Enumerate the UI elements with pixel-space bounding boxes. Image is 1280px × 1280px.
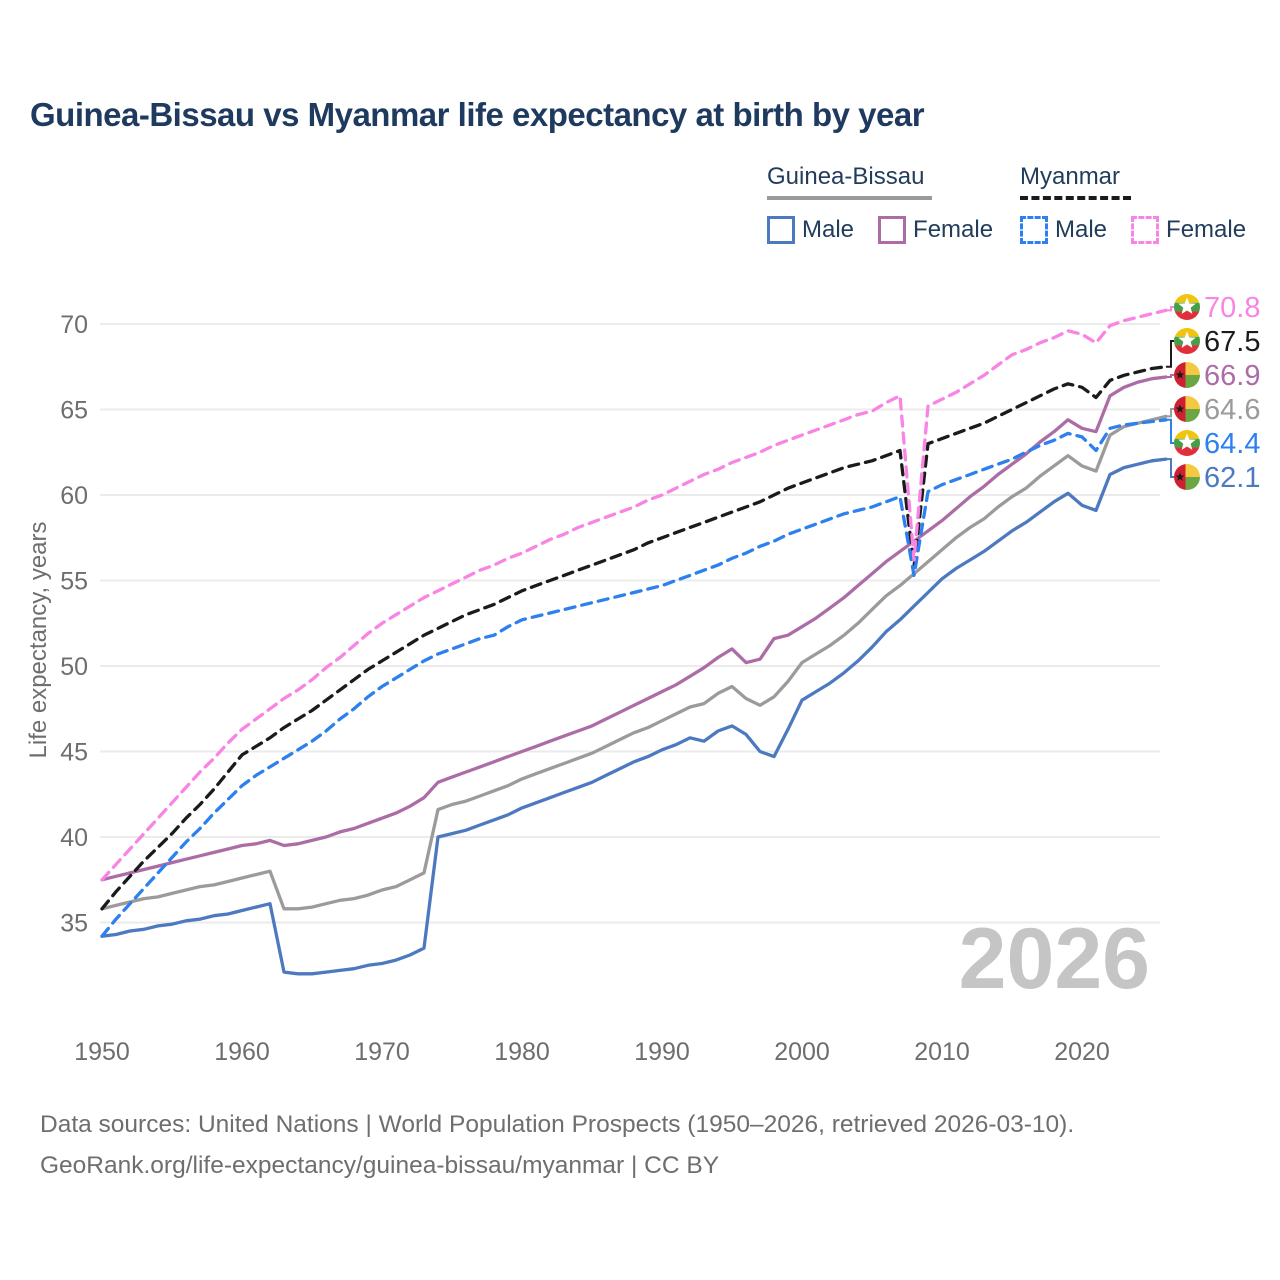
chart-title: Guinea-Bissau vs Myanmar life expectancy…: [30, 96, 925, 133]
leader-line-gb_male: [1166, 458, 1174, 478]
guinea-bissau-flag-icon: [1174, 396, 1200, 422]
leader-line-gb_female: [1166, 374, 1174, 379]
leader-line-mm_female: [1166, 306, 1174, 312]
gb-male-swatch-icon: [767, 216, 795, 244]
myanmar-line-swatch: [1020, 196, 1131, 204]
footer-attribution-link[interactable]: GeoRank.org/life-expectancy/guinea-bissa…: [40, 1152, 720, 1179]
x-tick-label-1980: 1980: [494, 1038, 550, 1066]
legend-items-myanmar: Male Female: [1020, 216, 1246, 244]
series-line-mm_male[interactable]: [100, 418, 1168, 938]
end-value-label-gb_male: 62.1: [1204, 462, 1260, 494]
end-value-label-gb_female: 66.9: [1204, 360, 1260, 392]
myanmar-star: [1178, 433, 1196, 450]
guinea-bissau-star: [1175, 404, 1185, 413]
y-tick-label-50: 50: [60, 653, 88, 681]
end-value-label-gb_all: 64.6: [1204, 394, 1260, 426]
y-tick-label-65: 65: [60, 397, 88, 425]
leader-line-mm_male: [1166, 418, 1174, 444]
footer-data-sources: Data sources: United Nations | World Pop…: [40, 1111, 1075, 1138]
legend-items-guinea-bissau: Male Female: [767, 216, 993, 244]
legend-label-mm-male: Male: [1055, 216, 1108, 243]
x-tick-label-2000: 2000: [774, 1038, 830, 1066]
legend-label-gb-male: Male: [802, 216, 855, 243]
legend-item-gb-male[interactable]: Male: [767, 216, 854, 244]
legend-group-myanmar: Myanmar: [1020, 163, 1131, 204]
x-tick-label-1970: 1970: [354, 1038, 410, 1066]
legend-label-gb-female: Female: [913, 216, 994, 243]
y-tick-label-40: 40: [60, 824, 88, 852]
mm-male-swatch-icon: [1020, 216, 1048, 244]
series-line-mm_all[interactable]: [100, 365, 1168, 911]
end-value-label-mm_female: 70.8: [1204, 292, 1260, 324]
leader-line-mm_all: [1166, 340, 1174, 368]
legend-group-title-myanmar[interactable]: Myanmar: [1020, 163, 1121, 190]
legend-group-guinea-bissau: Guinea-Bissau: [767, 163, 932, 200]
legend-item-mm-male[interactable]: Male: [1020, 216, 1107, 244]
legend-item-mm-female[interactable]: Female: [1131, 216, 1246, 244]
guinea-bissau-star: [1175, 472, 1185, 481]
guinea-bissau-flag-icon: [1174, 362, 1200, 388]
legend-label-mm-female: Female: [1166, 216, 1247, 243]
myanmar-flag-icon: [1174, 294, 1200, 320]
end-value-label-mm_all: 67.5: [1204, 326, 1260, 358]
x-tick-label-1950: 1950: [74, 1038, 130, 1066]
y-tick-label-60: 60: [60, 482, 88, 510]
myanmar-flag-icon: [1174, 430, 1200, 456]
series-line-gb_all[interactable]: [100, 414, 1168, 911]
guinea-bissau-flag-icon: [1174, 464, 1200, 490]
x-tick-label-2010: 2010: [914, 1038, 970, 1066]
myanmar-star: [1178, 331, 1196, 348]
myanmar-star: [1178, 297, 1196, 314]
series-line-mm_female[interactable]: [100, 308, 1168, 882]
y-tick-label-55: 55: [60, 568, 88, 596]
y-tick-label-35: 35: [60, 910, 88, 938]
y-tick-label-70: 70: [60, 311, 88, 339]
guinea-bissau-line-swatch: [767, 196, 932, 200]
series-line-gb_female[interactable]: [100, 375, 1168, 882]
end-value-label-mm_male: 64.4: [1204, 428, 1260, 460]
guinea-bissau-star: [1175, 370, 1185, 379]
legend-group-title-guinea-bissau[interactable]: Guinea-Bissau: [767, 163, 925, 190]
y-axis-title: Life expectancy, years: [25, 521, 52, 758]
y-tick-label-45: 45: [60, 739, 88, 767]
x-tick-label-1960: 1960: [214, 1038, 270, 1066]
footer: Data sources: United Nations | World Pop…: [40, 1104, 1074, 1186]
gb-female-swatch-icon: [878, 216, 907, 244]
x-tick-label-2020: 2020: [1054, 1038, 1110, 1066]
series-line-gb_male[interactable]: [100, 457, 1168, 976]
myanmar-flag-icon: [1174, 328, 1200, 354]
legend-item-gb-female[interactable]: Female: [878, 216, 993, 244]
mm-female-swatch-icon: [1131, 216, 1160, 244]
year-watermark: 2026: [959, 911, 1150, 1007]
x-tick-label-1990: 1990: [634, 1038, 690, 1066]
leader-line-gb_all: [1166, 408, 1174, 418]
